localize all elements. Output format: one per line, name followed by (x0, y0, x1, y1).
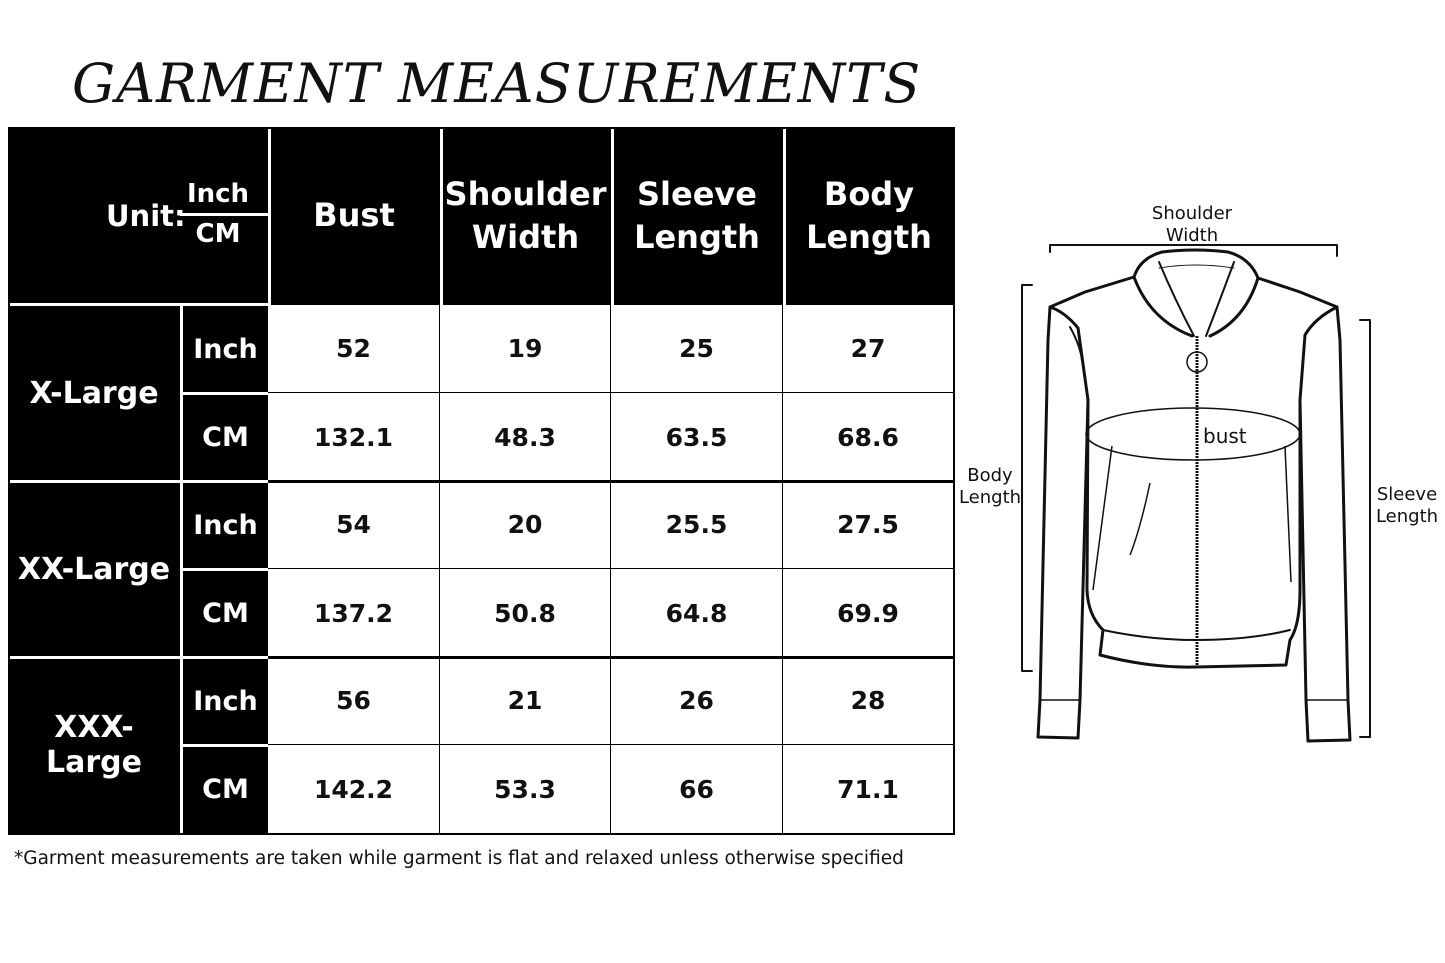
unit-inch-label: Inch (186, 179, 250, 209)
unit-divider (183, 568, 268, 571)
table-cell: 19 (440, 305, 610, 392)
header-divider (783, 129, 786, 305)
shoulder-width-bracket (1049, 244, 1338, 257)
table-cell: 56 (268, 657, 439, 744)
size-group-divider (10, 480, 268, 483)
column-header: Body Length (806, 174, 932, 256)
unit-label: Unit: (106, 199, 186, 233)
table-cell: 63.5 (611, 393, 782, 481)
table-cell: 54 (268, 481, 439, 568)
table-cell: 48.3 (440, 393, 610, 481)
table-cell: 66 (611, 745, 782, 833)
size-label: X-Large (29, 375, 159, 411)
table-cell: 68.6 (783, 393, 953, 481)
body-length-bracket (1021, 284, 1033, 672)
table-cell: 64.8 (611, 569, 782, 657)
size-divider (180, 305, 183, 481)
table-cell: 52 (268, 305, 439, 392)
unit-divider (183, 392, 268, 395)
column-header: Bust (313, 196, 395, 235)
table-cell: 71.1 (783, 745, 953, 833)
page-title: GARMENT MEASUREMENTS (72, 52, 922, 115)
shoulder-width-label: Shoulder Width (1151, 203, 1233, 246)
header-divider (440, 129, 443, 305)
sleeve-length-bracket (1359, 319, 1371, 738)
unit-cm-label: CM (195, 219, 241, 249)
header-divider (611, 129, 614, 305)
sleeve-length-label: Sleeve Length (1375, 484, 1439, 527)
unit-divider (180, 213, 268, 216)
size-divider (180, 657, 183, 833)
unit-cm-label: CM (202, 597, 249, 629)
size-label: XXX-Large (46, 710, 142, 780)
table-cell: 142.2 (268, 745, 439, 833)
row-group-divider (268, 656, 955, 659)
column-header: Sleeve Length (634, 174, 760, 256)
unit-cm-label: CM (202, 421, 249, 453)
table-cell: 27 (783, 305, 953, 392)
size-chart-table: Unit: Inch CM Bust Shoulder Width Sleeve L… (8, 127, 955, 835)
body-length-label: Body Length (958, 465, 1022, 508)
measurement-note: *Garment measurements are taken while ga… (14, 848, 904, 869)
collar (1132, 248, 1260, 280)
unit-divider (183, 744, 268, 747)
size-label: XX-Large (17, 551, 171, 587)
table-cell: 53.3 (440, 745, 610, 833)
bust-label: bust (1203, 424, 1247, 448)
header-bottom-divider (10, 303, 270, 306)
size-group-divider (10, 656, 268, 659)
table-cell: 132.1 (268, 393, 439, 481)
table-cell: 137.2 (268, 569, 439, 657)
header-divider (268, 129, 271, 305)
bust-ellipse (1085, 407, 1301, 461)
table-cell: 21 (440, 657, 610, 744)
unit-inch-label: Inch (193, 333, 258, 365)
table-cell: 26 (611, 657, 782, 744)
column-header: Shoulder Width (444, 174, 607, 256)
unit-cm-label: CM (202, 773, 249, 805)
table-cell: 25.5 (611, 481, 782, 568)
row-group-divider (268, 480, 955, 483)
table-cell: 25 (611, 305, 782, 392)
table-cell: 28 (783, 657, 953, 744)
unit-inch-label: Inch (193, 509, 258, 541)
table-cell: 50.8 (440, 569, 610, 657)
table-cell: 20 (440, 481, 610, 568)
table-cell: 69.9 (783, 569, 953, 657)
table-cell: 27.5 (783, 481, 953, 568)
unit-inch-label: Inch (193, 685, 258, 717)
size-divider (180, 481, 183, 657)
